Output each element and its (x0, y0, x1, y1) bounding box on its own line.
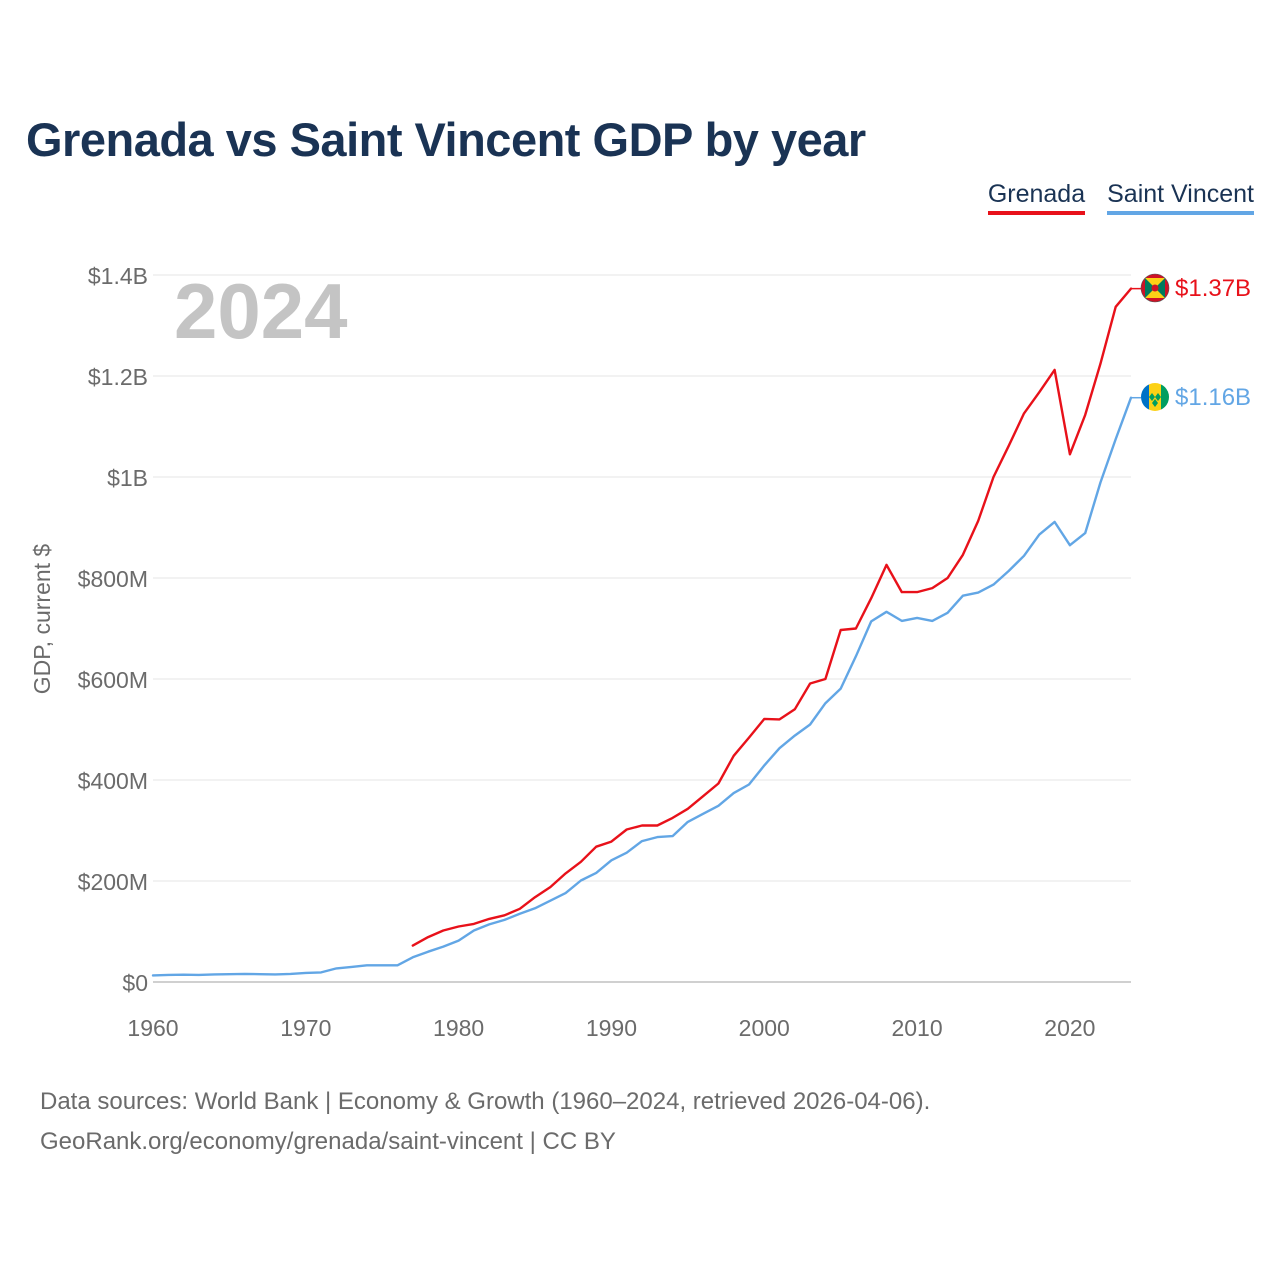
y-tick-label: $600M (78, 667, 148, 693)
series-line-saint-vincent[interactable] (151, 396, 1133, 977)
x-tick-label: 2000 (739, 1015, 790, 1041)
saint-vincent-flag-icon (1141, 383, 1169, 411)
x-tick-label: 2020 (1044, 1015, 1095, 1041)
series-lines (151, 287, 1141, 977)
page-title: Grenada vs Saint Vincent GDP by year (26, 113, 866, 166)
x-tick-label: 2010 (891, 1015, 942, 1041)
y-tick-label: $1.4B (88, 263, 148, 289)
x-tick-label: 1960 (127, 1015, 178, 1041)
y-tick-label: $400M (78, 768, 148, 794)
x-tick-label: 1990 (586, 1015, 637, 1041)
saint-vincent-end-label: $1.16B (1175, 384, 1251, 411)
grenada-flag-icon (1140, 273, 1170, 303)
year-watermark: 2024 (174, 267, 348, 355)
y-axis-label: GDP, current $ (29, 544, 55, 695)
x-axis-ticks: 1960 1970 1980 1990 2000 2010 2020 (127, 1015, 1095, 1041)
y-tick-label: $800M (78, 566, 148, 592)
grid-lines (153, 274, 1131, 983)
y-tick-label: $1B (107, 465, 148, 491)
footer: Data sources: World Bank | Economy & Gro… (40, 1082, 930, 1162)
legend: Grenada Saint Vincent (987, 180, 1254, 215)
y-tick-label: $0 (122, 970, 148, 996)
legend-item-grenada[interactable]: Grenada (987, 180, 1086, 215)
y-tick-label: $200M (78, 869, 148, 895)
y-tick-label: $1.2B (88, 364, 148, 390)
data-source-text: Data sources: World Bank | Economy & Gro… (40, 1088, 931, 1115)
series-line-grenada[interactable] (411, 287, 1133, 947)
x-tick-label: 1970 (280, 1015, 331, 1041)
grenada-end-label: $1.37B (1175, 275, 1251, 302)
x-tick-label: 1980 (433, 1015, 484, 1041)
y-axis-ticks: $0 $200M $400M $600M $800M $1B $1.2B $1.4B (78, 263, 148, 996)
legend-item-saint-vincent[interactable]: Saint Vincent (1107, 180, 1254, 215)
license-link[interactable]: GeoRank.org/economy/grenada/saint-vincen… (40, 1128, 616, 1155)
